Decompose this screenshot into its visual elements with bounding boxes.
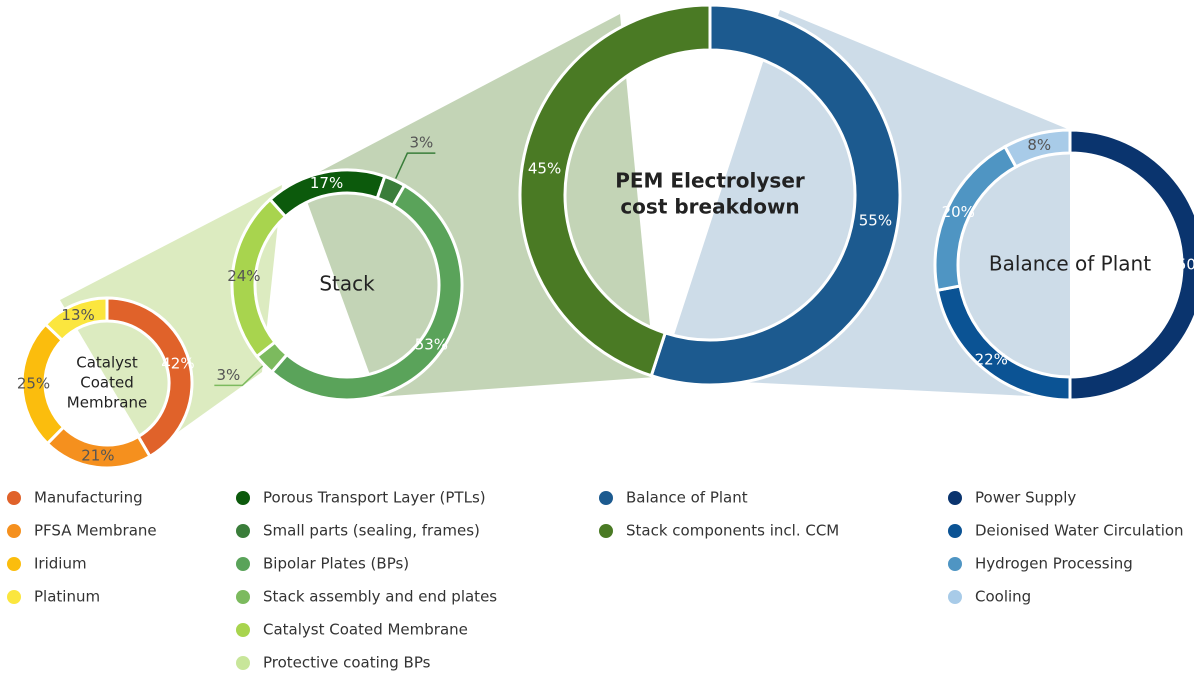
data-label: 3% xyxy=(409,134,433,152)
data-label: 24% xyxy=(227,267,260,285)
center-label: Balance of Plant xyxy=(989,252,1151,276)
leader-line xyxy=(214,365,264,387)
legend-swatch xyxy=(948,590,962,604)
center-label: PEM Electrolyser xyxy=(615,169,805,193)
center-label: Catalyst xyxy=(76,354,138,372)
data-label: 55% xyxy=(859,212,892,230)
data-label: 25% xyxy=(17,375,50,393)
legend-label: Protective coating BPs xyxy=(263,654,431,672)
data-label: 21% xyxy=(81,446,114,464)
legend-swatch xyxy=(599,491,613,505)
data-label: 42% xyxy=(161,354,194,372)
legend-label: Stack components incl. CCM xyxy=(626,522,839,540)
center-label: Stack xyxy=(319,272,375,296)
legend-label: Hydrogen Processing xyxy=(975,555,1133,573)
legend-swatch xyxy=(948,491,962,505)
legend-label: Stack assembly and end plates xyxy=(263,588,497,606)
legend-swatch xyxy=(236,590,250,604)
leader-line xyxy=(395,152,436,179)
donut-segment xyxy=(518,3,712,378)
legend-swatch xyxy=(236,656,250,670)
legend-label: Balance of Plant xyxy=(626,489,748,507)
data-label: 50% xyxy=(1177,256,1194,274)
data-label: 20% xyxy=(942,203,975,221)
legend-label: Cooling xyxy=(975,588,1031,606)
legend-label: Porous Transport Layer (PTLs) xyxy=(263,489,486,507)
data-label: 45% xyxy=(528,159,561,177)
legend-label: Bipolar Plates (BPs) xyxy=(263,555,409,573)
legend-label: Small parts (sealing, frames) xyxy=(263,522,480,540)
legend-swatch xyxy=(7,557,21,571)
legend-swatch xyxy=(7,590,21,604)
legend-label: Manufacturing xyxy=(34,489,143,507)
legend-label: Power Supply xyxy=(975,489,1076,507)
legend-swatch xyxy=(236,524,250,538)
center-label: Coated xyxy=(80,374,133,392)
donut-segment xyxy=(43,296,109,343)
data-label: 17% xyxy=(310,174,343,192)
legend-label: Platinum xyxy=(34,588,100,606)
legend-swatch xyxy=(236,557,250,571)
legend-label: Iridium xyxy=(34,555,87,573)
donut-segment xyxy=(230,197,288,359)
legend-swatch xyxy=(236,491,250,505)
legend-swatch xyxy=(948,557,962,571)
legend-swatch xyxy=(948,524,962,538)
legend-swatch xyxy=(236,623,250,637)
legend-label: Catalyst Coated Membrane xyxy=(263,621,468,639)
data-label: 8% xyxy=(1027,136,1051,154)
center-label: Membrane xyxy=(67,394,147,412)
legend-label: Deionised Water Circulation xyxy=(975,522,1184,540)
legend-swatch xyxy=(599,524,613,538)
donut-segment xyxy=(649,3,902,387)
data-label: 22% xyxy=(975,351,1008,369)
data-label: 53% xyxy=(415,335,448,353)
legend-swatch xyxy=(7,524,21,538)
donut-segment xyxy=(1002,128,1072,169)
legend-swatch xyxy=(7,491,21,505)
data-label: 3% xyxy=(216,366,240,384)
center-label: cost breakdown xyxy=(620,195,799,219)
data-label: 13% xyxy=(61,306,94,324)
legend-label: PFSA Membrane xyxy=(34,522,157,540)
